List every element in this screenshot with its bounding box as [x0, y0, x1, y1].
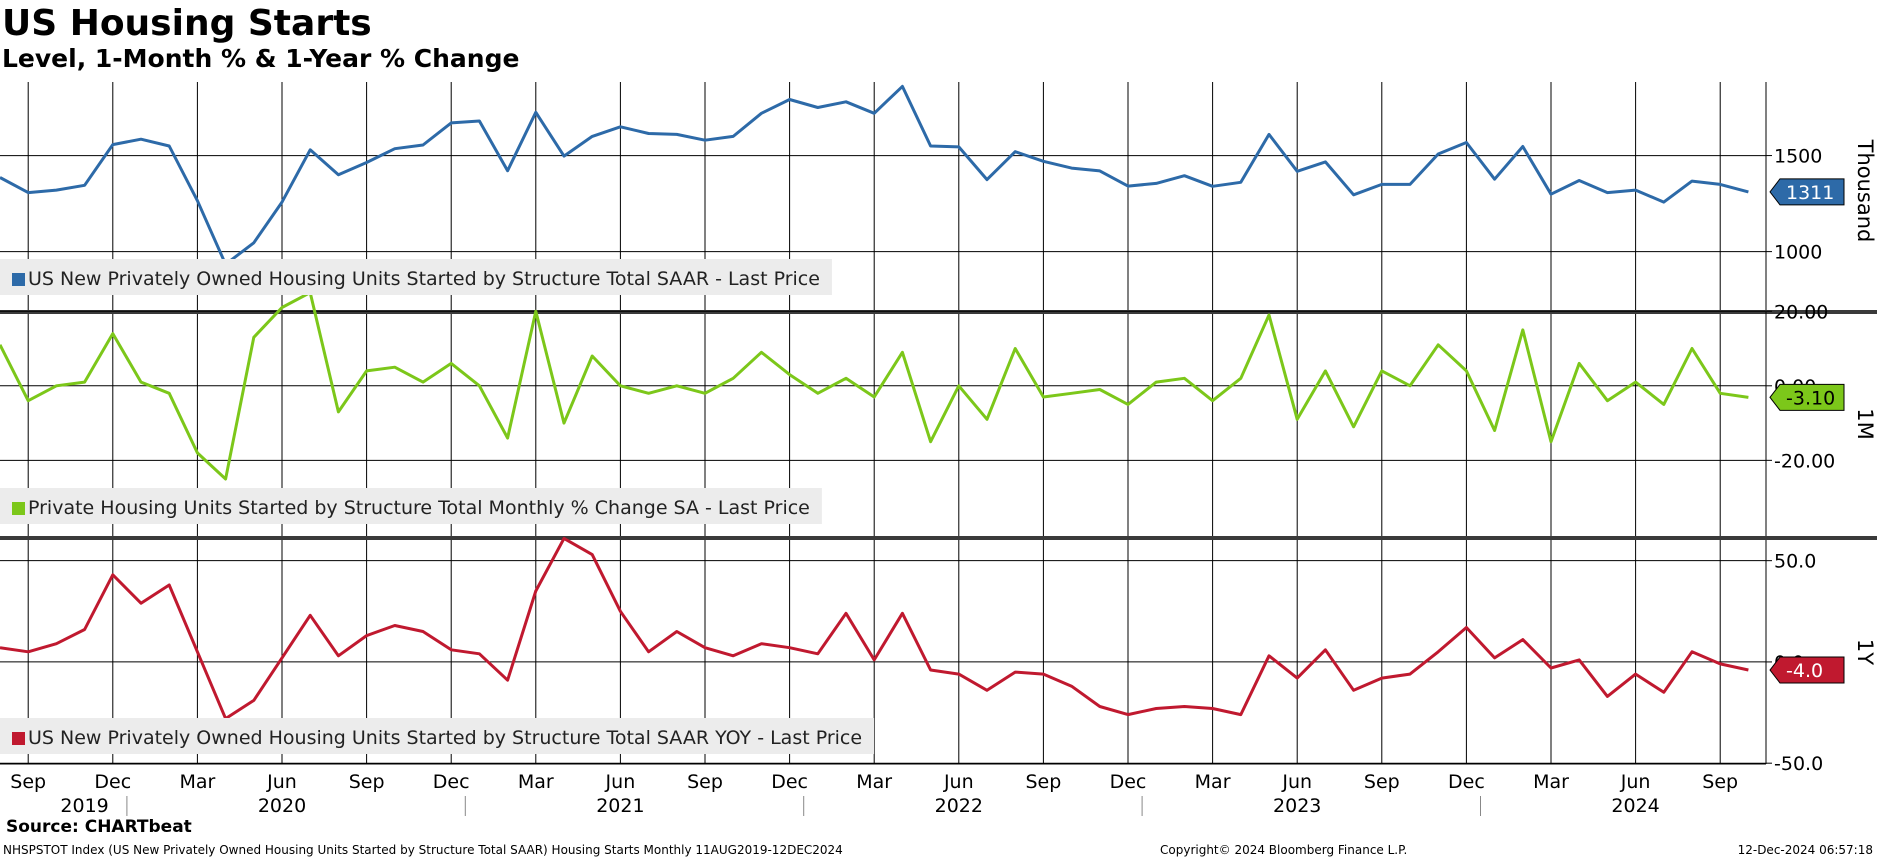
x-tick-label: Dec	[433, 771, 470, 793]
x-tick-label: Mar	[856, 771, 892, 793]
panel-separator	[0, 310, 1877, 314]
legend-swatch	[12, 273, 25, 286]
y-tick-label: -50.0	[1774, 753, 1823, 775]
x-tick-label: Jun	[1620, 771, 1651, 793]
chart-title: US Housing Starts	[2, 3, 372, 44]
copyright-text: Copyright© 2024 Bloomberg Finance L.P.	[1160, 843, 1408, 857]
legend-background	[0, 488, 822, 524]
legend-swatch	[12, 732, 25, 745]
series-line-level	[0, 84, 1749, 266]
panel-separator	[0, 536, 1877, 540]
x-tick-label: Dec	[1448, 771, 1485, 793]
x-tick-label: Sep	[687, 771, 723, 793]
y-tick-label: 20.00	[1774, 301, 1828, 323]
x-tick-label: Sep	[1364, 771, 1400, 793]
series-line-monthly_change	[0, 291, 1749, 481]
x-tick-label: Sep	[1702, 771, 1738, 793]
legend-background	[0, 718, 875, 754]
year-label: 2021	[596, 795, 644, 817]
year-label: 2022	[935, 795, 983, 817]
year-label: 2020	[258, 795, 306, 817]
legend-background	[0, 259, 832, 295]
x-tick-label: Jun	[266, 771, 297, 793]
last-value-badge	[1769, 178, 1845, 206]
unit-label: Thousand	[1853, 139, 1877, 243]
unit-label: 1M	[1853, 408, 1877, 439]
y-tick-label: 1500	[1774, 146, 1822, 168]
legend-swatch	[12, 502, 25, 515]
last-value-label: -4.0	[1786, 660, 1823, 682]
x-tick-label: Jun	[943, 771, 974, 793]
y-tick-label: 1000	[1774, 242, 1822, 264]
year-label: 2024	[1611, 795, 1659, 817]
last-value-badge	[1769, 656, 1845, 684]
x-tick-label: Sep	[1025, 771, 1061, 793]
y-tick-label: -20.00	[1774, 450, 1835, 472]
series-description: NHSPSTOT Index (US New Privately Owned H…	[3, 843, 843, 857]
grid-layer	[0, 82, 1877, 764]
series-line-yearly_change	[0, 536, 1749, 721]
x-tick-label: Mar	[179, 771, 215, 793]
legend-layer: US New Privately Owned Housing Units Sta…	[0, 259, 875, 754]
x-tick-label: Jun	[605, 771, 636, 793]
legend-label: Private Housing Units Started by Structu…	[28, 497, 810, 519]
series-layer	[0, 84, 1749, 721]
x-tick-label: Mar	[518, 771, 554, 793]
x-tick-label: Dec	[771, 771, 808, 793]
x-tick-label: Dec	[1110, 771, 1147, 793]
legend-label: US New Privately Owned Housing Units Sta…	[28, 727, 862, 749]
last-value-label: -3.10	[1786, 387, 1835, 409]
x-tick-label: Jun	[1281, 771, 1312, 793]
year-label: 2019	[60, 795, 108, 817]
legend-label: US New Privately Owned Housing Units Sta…	[28, 268, 820, 290]
x-tick-label: Mar	[1195, 771, 1231, 793]
chart-subtitle: Level, 1-Month % & 1-Year % Change	[2, 44, 520, 73]
x-tick-label: Mar	[1533, 771, 1569, 793]
source-note: Source: CHARTbeat	[6, 817, 192, 837]
last-value-badge	[1769, 383, 1845, 411]
x-tick-label: Dec	[94, 771, 131, 793]
x-tick-label: Sep	[10, 771, 46, 793]
last-value-label: 1311	[1786, 182, 1834, 204]
timestamp-text: 12-Dec-2024 06:57:18	[1737, 843, 1873, 857]
x-tick-label: Sep	[349, 771, 385, 793]
unit-label: 1Y	[1853, 639, 1877, 665]
year-label: 2023	[1273, 795, 1321, 817]
axis-layer: 100015001311Thousand-20.000.0020.00-3.10…	[0, 82, 1877, 817]
y-tick-label: 50.0	[1774, 551, 1816, 573]
